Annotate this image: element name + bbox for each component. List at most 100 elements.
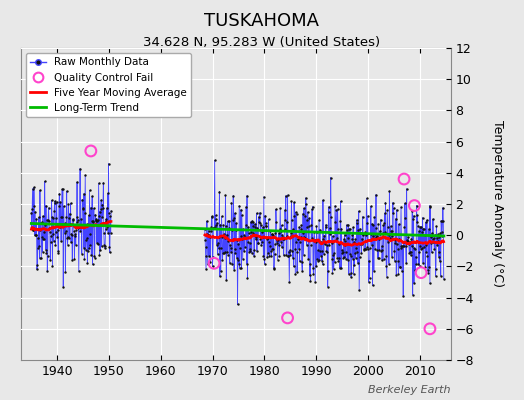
Point	[371, 246, 379, 252]
Point	[438, 229, 446, 235]
Point	[434, 231, 442, 238]
Point	[212, 216, 220, 222]
Point	[339, 254, 347, 261]
Point	[50, 198, 59, 204]
Point	[218, 234, 226, 240]
Point	[346, 226, 354, 232]
Point	[311, 238, 320, 245]
Point	[309, 271, 318, 278]
Point	[66, 210, 74, 217]
Point	[82, 236, 90, 243]
Point	[41, 222, 49, 228]
Point	[418, 214, 427, 221]
Point	[77, 224, 85, 230]
Point	[247, 218, 255, 225]
Point	[328, 269, 336, 276]
Point	[423, 217, 431, 223]
Point	[381, 229, 389, 236]
Point	[362, 195, 370, 202]
Point	[206, 234, 214, 240]
Point	[28, 186, 37, 192]
Point	[377, 216, 385, 223]
Point	[349, 224, 357, 230]
Point	[344, 222, 353, 228]
Point	[429, 216, 437, 222]
Point	[201, 252, 210, 259]
Point	[52, 229, 60, 236]
Point	[358, 214, 367, 220]
Point	[235, 261, 243, 267]
Point	[276, 205, 285, 212]
Point	[291, 246, 299, 252]
Point	[105, 244, 114, 250]
Point	[71, 233, 79, 239]
Point	[291, 271, 300, 278]
Point	[391, 240, 399, 246]
Point	[323, 248, 331, 255]
Point	[67, 200, 75, 206]
Point	[226, 245, 235, 252]
Point	[281, 207, 289, 213]
Point	[272, 219, 280, 225]
Point	[34, 245, 42, 252]
Point	[417, 246, 425, 252]
Point	[433, 242, 441, 248]
Point	[324, 209, 333, 216]
Point	[86, 231, 95, 237]
Point	[248, 218, 256, 224]
Point	[323, 242, 332, 249]
Point	[89, 218, 97, 224]
Point	[365, 278, 373, 285]
Point	[208, 214, 216, 220]
Point	[262, 223, 270, 230]
Point	[39, 213, 47, 219]
Point	[290, 199, 298, 206]
Point	[228, 217, 237, 223]
Point	[425, 280, 434, 287]
Point	[396, 264, 404, 270]
Point	[60, 220, 68, 227]
Point	[374, 220, 383, 227]
Point	[415, 228, 423, 234]
Point	[68, 232, 76, 238]
Point	[367, 231, 376, 237]
Point	[352, 254, 360, 261]
Point	[238, 236, 246, 242]
Point	[248, 230, 257, 236]
Point	[29, 227, 37, 233]
Point	[384, 239, 392, 245]
Point	[338, 247, 346, 253]
Point	[218, 257, 226, 264]
Point	[422, 242, 430, 248]
Point	[236, 233, 245, 239]
Point	[33, 262, 41, 268]
Point	[348, 232, 356, 238]
Point	[210, 225, 219, 231]
Point	[67, 239, 75, 246]
Point	[432, 223, 441, 230]
Point	[389, 210, 398, 217]
Point	[45, 204, 53, 211]
Point	[393, 241, 401, 247]
Point	[438, 233, 446, 240]
Point	[283, 192, 292, 198]
Point	[220, 250, 228, 256]
Point	[394, 246, 402, 253]
Point	[201, 237, 210, 243]
Point	[325, 203, 333, 210]
Point	[353, 249, 361, 255]
Point	[51, 242, 60, 248]
Point	[42, 202, 50, 209]
Point	[232, 226, 240, 233]
Point	[56, 224, 64, 230]
Point	[78, 250, 86, 257]
Point	[238, 256, 247, 262]
Point	[239, 232, 248, 238]
Point	[322, 221, 330, 228]
Point	[236, 244, 244, 251]
Point	[262, 223, 270, 230]
Point	[428, 249, 436, 256]
Point	[264, 250, 272, 256]
Point	[339, 249, 347, 255]
Point	[57, 237, 66, 244]
